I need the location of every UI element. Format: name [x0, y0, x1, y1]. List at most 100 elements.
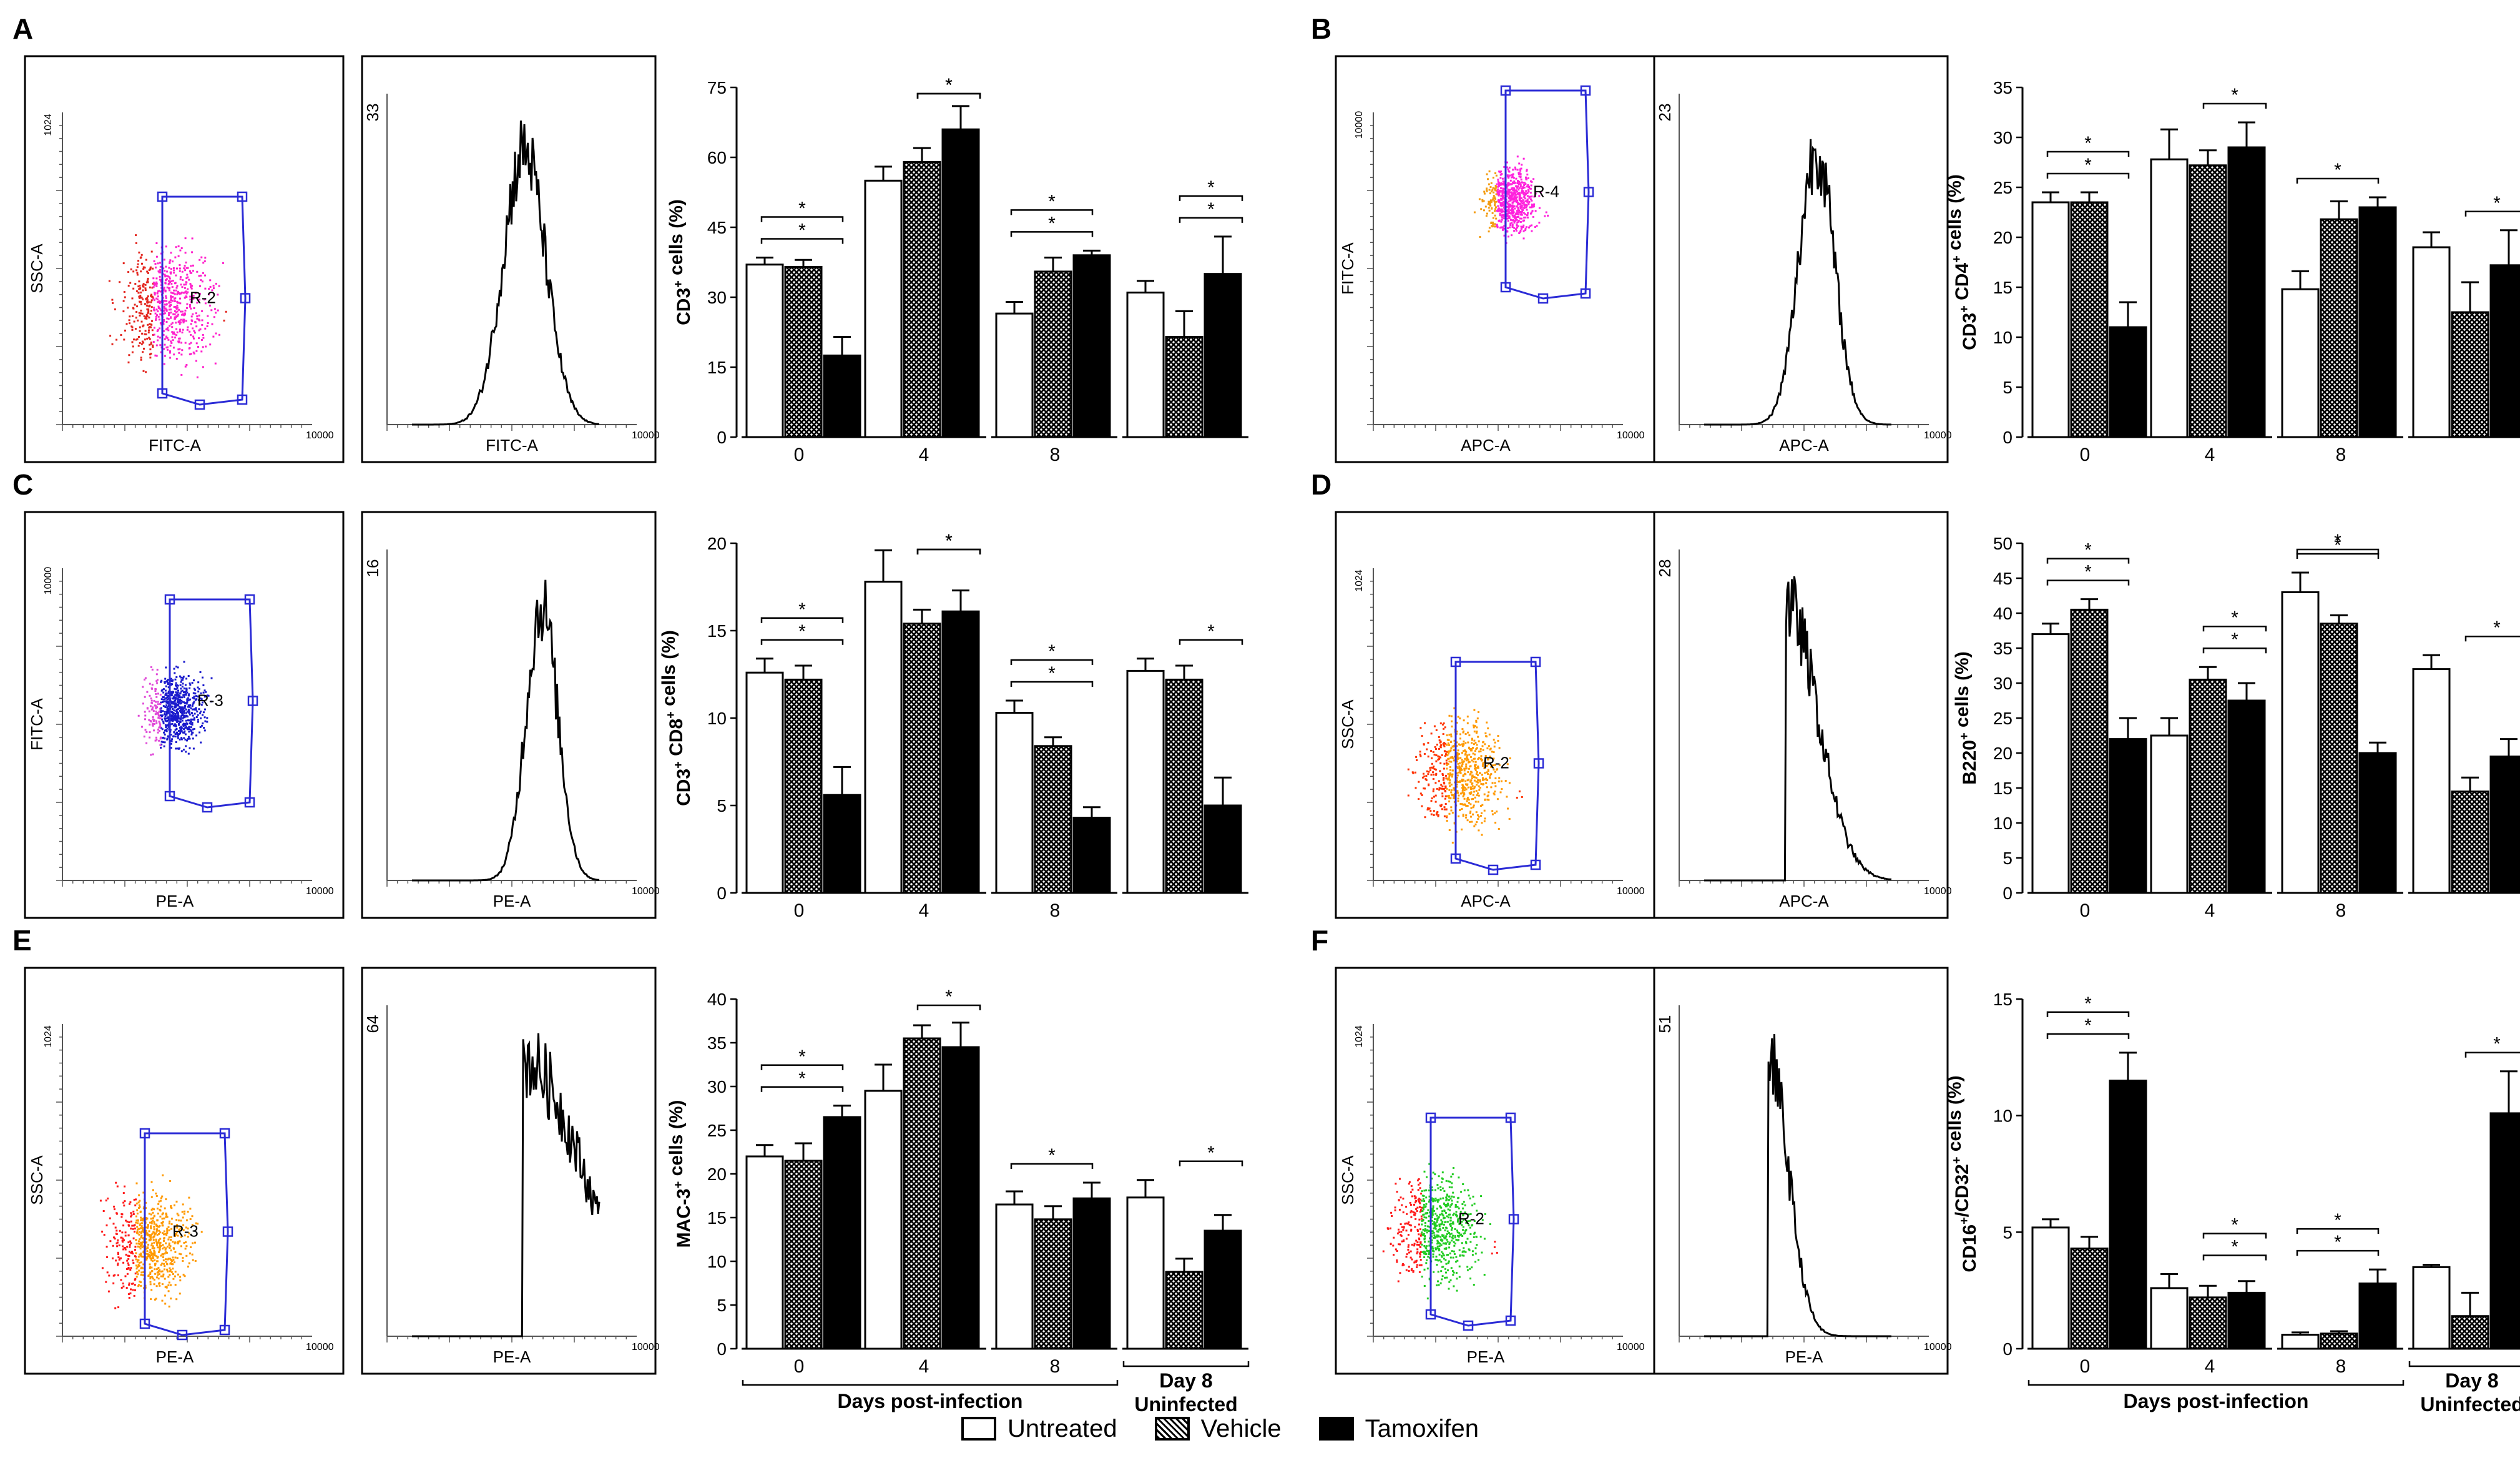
- scatter-dot: [1495, 185, 1498, 188]
- scatter-dot: [137, 1243, 140, 1245]
- scatter-dot: [1518, 180, 1521, 183]
- scatter-dot: [160, 741, 163, 743]
- scatter-dot: [151, 287, 154, 289]
- scatter-dot: [164, 355, 166, 357]
- scatter-dot: [139, 1211, 142, 1213]
- scatter-dot: [159, 744, 162, 746]
- scatter-dot: [1526, 185, 1528, 188]
- scatter-dot: [170, 308, 172, 311]
- scatter-dot: [195, 312, 197, 315]
- scatter-dot: [151, 1276, 154, 1278]
- scatter-dot: [159, 327, 161, 330]
- scatter-dot: [1469, 1197, 1471, 1199]
- scatter-dot: [1436, 1236, 1438, 1238]
- scatter-dot: [199, 712, 201, 714]
- scatter-dot: [161, 1283, 164, 1286]
- scatter-dot: [1437, 1216, 1439, 1219]
- scatter-dot: [1490, 766, 1493, 768]
- scatter-dot: [1524, 216, 1527, 219]
- scatter-dot: [132, 307, 134, 309]
- scatter-dot: [188, 278, 190, 281]
- scatter-dot: [106, 1256, 108, 1258]
- scatter-dot: [1473, 739, 1476, 742]
- scatter-dot: [1424, 1213, 1427, 1215]
- scatter-dot: [1429, 810, 1432, 812]
- bar-untreated: [995, 712, 1034, 894]
- scatter-dot: [187, 326, 189, 328]
- scatter-dot: [146, 1234, 149, 1236]
- scatter-dot: [203, 689, 206, 692]
- scatter-dot: [1508, 782, 1511, 784]
- scatter-dot: [167, 338, 170, 341]
- scatter-dot: [1399, 1178, 1401, 1180]
- scatter-dot: [1487, 178, 1489, 180]
- scatter-dot: [1463, 789, 1466, 792]
- scatter-dot: [139, 1248, 142, 1249]
- scatter-dot: [1463, 719, 1465, 722]
- scatter-dot: [190, 718, 192, 721]
- scatter-dot: [1402, 1229, 1405, 1231]
- scatter-dot: [1487, 758, 1489, 761]
- scatter-dot: [1515, 177, 1517, 180]
- scatter-dot: [181, 310, 184, 313]
- bar-untreated: [2412, 246, 2451, 438]
- scatter-dot: [1434, 1258, 1437, 1261]
- scatter-dot: [1421, 1243, 1423, 1246]
- scatter-dot: [187, 694, 190, 697]
- scatter-dot: [170, 272, 172, 275]
- scatter-dot: [115, 1212, 118, 1214]
- scatter-dot: [1461, 780, 1463, 782]
- scatter-dot: [155, 1194, 158, 1197]
- bar-y-label-part: CD8: [666, 719, 687, 761]
- scatter-dot: [170, 747, 172, 749]
- scatter-dot: [161, 1253, 164, 1256]
- scatter-dot: [186, 699, 189, 702]
- scatter-dot: [1410, 1256, 1412, 1259]
- scatter-dot: [1449, 1241, 1451, 1244]
- histogram-trace: [412, 1033, 601, 1337]
- scatter-dot: [149, 323, 151, 325]
- scatter-dot: [1410, 1224, 1412, 1227]
- scatter-dot: [169, 325, 171, 327]
- scatter-dot: [177, 313, 180, 316]
- scatter-dot: [1453, 1241, 1455, 1243]
- scatter-dot: [1414, 787, 1417, 789]
- scatter-dot: [151, 702, 154, 704]
- scatter-dot: [1492, 199, 1494, 201]
- scatter-dot: [218, 285, 220, 287]
- scatter-dot: [1423, 1170, 1426, 1173]
- scatter-dot: [160, 681, 162, 683]
- scatter-dot: [1419, 1198, 1422, 1201]
- scatter-dot: [1516, 201, 1518, 204]
- scatter-dot: [142, 268, 145, 270]
- scatter-dot: [1469, 781, 1472, 783]
- bar-group-8: 8: [2277, 196, 2403, 465]
- scatter-dot: [160, 743, 163, 746]
- scatter-dot: [167, 702, 169, 704]
- scatter-dot: [1503, 205, 1506, 208]
- significance-marks: *******: [760, 531, 1243, 687]
- scatter-dot: [152, 341, 155, 343]
- scatter-dot: [1430, 774, 1433, 776]
- scatter-dot: [117, 1306, 120, 1309]
- scatter-dot: [1440, 744, 1443, 746]
- scatter-dot: [1508, 235, 1509, 238]
- scatter-dot: [1503, 187, 1505, 190]
- scatter-dot: [131, 1224, 134, 1227]
- scatter-dot: [1446, 1194, 1448, 1197]
- scatter-dot: [1527, 184, 1529, 186]
- scatter-dot: [122, 300, 125, 302]
- scatter-dot: [1511, 175, 1514, 178]
- scatter-dot: [1526, 169, 1528, 171]
- scatter-dot: [155, 1230, 158, 1233]
- scatter-dot: [1455, 1261, 1457, 1263]
- scatter-dot: [153, 699, 155, 702]
- scatter-dot: [1466, 779, 1469, 782]
- scatter-dot: [1436, 1224, 1438, 1227]
- scatter-dot: [197, 681, 200, 684]
- scatter-dot: [112, 1282, 115, 1284]
- scatter-dot: [146, 308, 149, 310]
- scatter-dot: [157, 1274, 159, 1276]
- scatter-dot: [1475, 721, 1478, 723]
- scatter-dot: [1469, 1278, 1472, 1279]
